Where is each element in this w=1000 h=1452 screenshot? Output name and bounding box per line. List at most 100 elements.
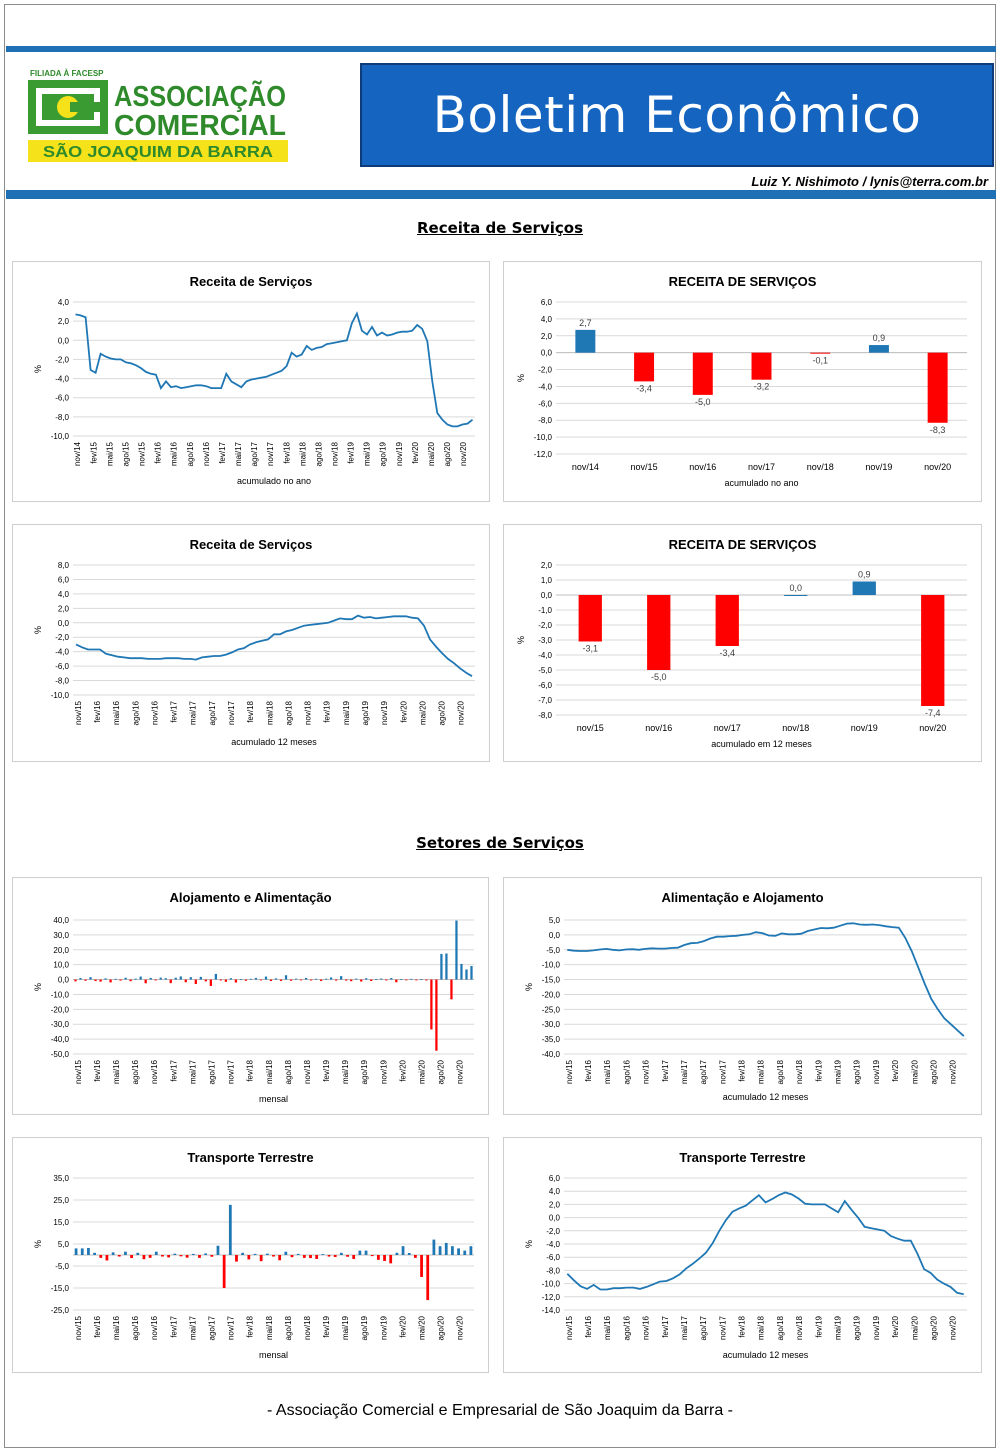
c3-xtick-label: mai/20 xyxy=(418,700,427,725)
c4-category-label: nov/19 xyxy=(851,723,878,733)
c5-xtick-label: nov/15 xyxy=(74,1059,83,1084)
c2-bar xyxy=(927,352,948,423)
c8-xtick-label: mai/20 xyxy=(910,1315,919,1340)
c1-ytick-label: 2,0 xyxy=(58,317,70,326)
c4-ytick-label: -6,0 xyxy=(538,681,552,690)
c5-bar xyxy=(294,978,298,980)
c3-xtick-label: nov/17 xyxy=(227,700,236,725)
c5-bar xyxy=(209,979,212,986)
c1-xtick-label: ago/19 xyxy=(379,441,388,466)
c8-xtick-label: mai/17 xyxy=(680,1315,689,1340)
c4-bar xyxy=(715,595,739,646)
c7-ytick-label: 15,0 xyxy=(53,1218,69,1227)
c3-ytick-label: -6,0 xyxy=(55,662,69,671)
c6-svg: Alimentação e Alojamento 5,0 0,0 -5,0 -10,0 -… xyxy=(524,890,967,1102)
c7-bar xyxy=(87,1247,90,1255)
c5-bar xyxy=(179,976,182,980)
c7-bar xyxy=(111,1252,115,1255)
c6-xtick-label: mai/17 xyxy=(680,1059,689,1084)
c5-bar xyxy=(249,978,253,980)
c5-bar xyxy=(430,979,433,1030)
c1-title: Receita de Serviços xyxy=(190,274,313,289)
c2-category-label: nov/16 xyxy=(689,462,716,472)
c5-ytick-label: 40,0 xyxy=(53,916,69,925)
c6-xtick-label: mai/18 xyxy=(757,1059,766,1084)
c2-data-label: -3,2 xyxy=(754,382,770,392)
c2-ytick-label: -6,0 xyxy=(538,399,552,408)
page-title: Boletim Econômico xyxy=(432,86,922,144)
c7-bar xyxy=(173,1253,177,1255)
c1-xtick-label: mai/19 xyxy=(363,441,372,466)
c6-xtick-label: fev/17 xyxy=(661,1059,670,1081)
c7-ylabel: % xyxy=(33,1240,43,1248)
c5-xtick-label: nov/18 xyxy=(303,1059,312,1084)
c5-xtick-label: fev/17 xyxy=(169,1059,178,1081)
c3-xtick-label: fev/17 xyxy=(170,700,179,722)
c3-xtick-label: ago/17 xyxy=(208,700,217,725)
c7-xtick-label: ago/20 xyxy=(437,1315,446,1340)
c5-bar xyxy=(360,979,363,982)
c4-category-label: nov/17 xyxy=(714,723,741,733)
c1-ytick-label: 0,0 xyxy=(58,336,70,345)
page-border xyxy=(4,4,996,1448)
c7-bar xyxy=(253,1253,257,1255)
c5-xtick-label: ago/18 xyxy=(284,1059,293,1084)
c5-xtick-label: nov/16 xyxy=(150,1059,159,1084)
c8-xtick-label: fev/17 xyxy=(661,1315,670,1337)
c7-bar xyxy=(401,1246,405,1255)
c7-bar xyxy=(463,1250,467,1255)
c7-ytick-label: -25,0 xyxy=(51,1306,70,1315)
c7-bar xyxy=(383,1255,386,1261)
c1-xtick-label: mai/18 xyxy=(298,441,307,466)
c1-xtick-label: nov/16 xyxy=(202,441,211,466)
c5-ytick-label: 20,0 xyxy=(53,946,69,955)
c4-xlabel: acumulado em 12 meses xyxy=(711,739,812,749)
c5-xtick-label: nov/19 xyxy=(379,1059,388,1084)
header-bottom-rule xyxy=(6,190,996,199)
c7-bar xyxy=(117,1255,121,1257)
c4-data-label: 0,0 xyxy=(789,583,802,593)
c4-ylabel: % xyxy=(516,636,526,644)
c2-ytick-label: -4,0 xyxy=(538,382,552,391)
c7-bar xyxy=(426,1255,430,1301)
c5-xtick-label: mai/17 xyxy=(188,1059,197,1084)
c3-xtick-label: fev/18 xyxy=(246,700,255,722)
c7-bar xyxy=(358,1250,362,1255)
c7-xtick-label: fev/16 xyxy=(93,1315,102,1337)
c5-xtick-label: mai/19 xyxy=(341,1059,350,1084)
c7-ytick-label: 5,0 xyxy=(58,1240,70,1249)
c8-xlabel: acumulado 12 meses xyxy=(723,1350,809,1360)
c8-xtick-label: fev/20 xyxy=(891,1315,900,1337)
c7-bar xyxy=(148,1255,152,1258)
chart-receita-acumulado-ano-line: Receita de Serviços 4,0 2,0 0,0 -2,0 -4,0 -6,0… xyxy=(12,261,490,502)
c7-bar xyxy=(191,1253,195,1255)
c5-xtick-label: ago/19 xyxy=(360,1059,369,1084)
c5-bar xyxy=(415,979,418,981)
c5-bar xyxy=(234,979,238,983)
c8-ytick-label: -14,0 xyxy=(542,1306,561,1315)
c2-data-label: -0,1 xyxy=(812,356,828,366)
c7-bar xyxy=(352,1255,356,1259)
chart-receita-12-meses-line: Receita de Serviços 8,0 6,0 4,0 2,0 0,0 -2,0 -4… xyxy=(12,524,490,762)
c8-ylabel: % xyxy=(524,1240,534,1248)
c5-bar xyxy=(470,966,473,980)
c1-xtick-label: ago/15 xyxy=(121,441,130,466)
c5-bar xyxy=(124,977,127,980)
c2-category-label: nov/15 xyxy=(631,462,658,472)
c7-bar xyxy=(142,1255,146,1260)
c1-xtick-label: mai/17 xyxy=(234,441,243,466)
c6-xlabel: acumulado 12 meses xyxy=(723,1092,809,1102)
chart-transporte-mensal: Transporte Terrestre 35,0 25,0 15,0 5,0 -5,0 -… xyxy=(12,1137,489,1373)
c7-bar xyxy=(457,1248,460,1255)
c7-bar xyxy=(469,1246,473,1255)
c7-xlabel: mensal xyxy=(259,1350,288,1360)
c6-title: Alimentação e Alojamento xyxy=(661,890,823,905)
c7-bar xyxy=(154,1251,158,1255)
c1-xtick-label: mai/20 xyxy=(427,441,436,466)
c7-xtick-label: fev/18 xyxy=(246,1315,255,1337)
c7-bar xyxy=(278,1255,282,1261)
c7-bar xyxy=(198,1255,201,1258)
c4-title: RECEITA DE SERVIÇOS xyxy=(669,537,817,552)
c7-xtick-label: ago/18 xyxy=(284,1315,293,1340)
c5-bar xyxy=(229,978,233,980)
